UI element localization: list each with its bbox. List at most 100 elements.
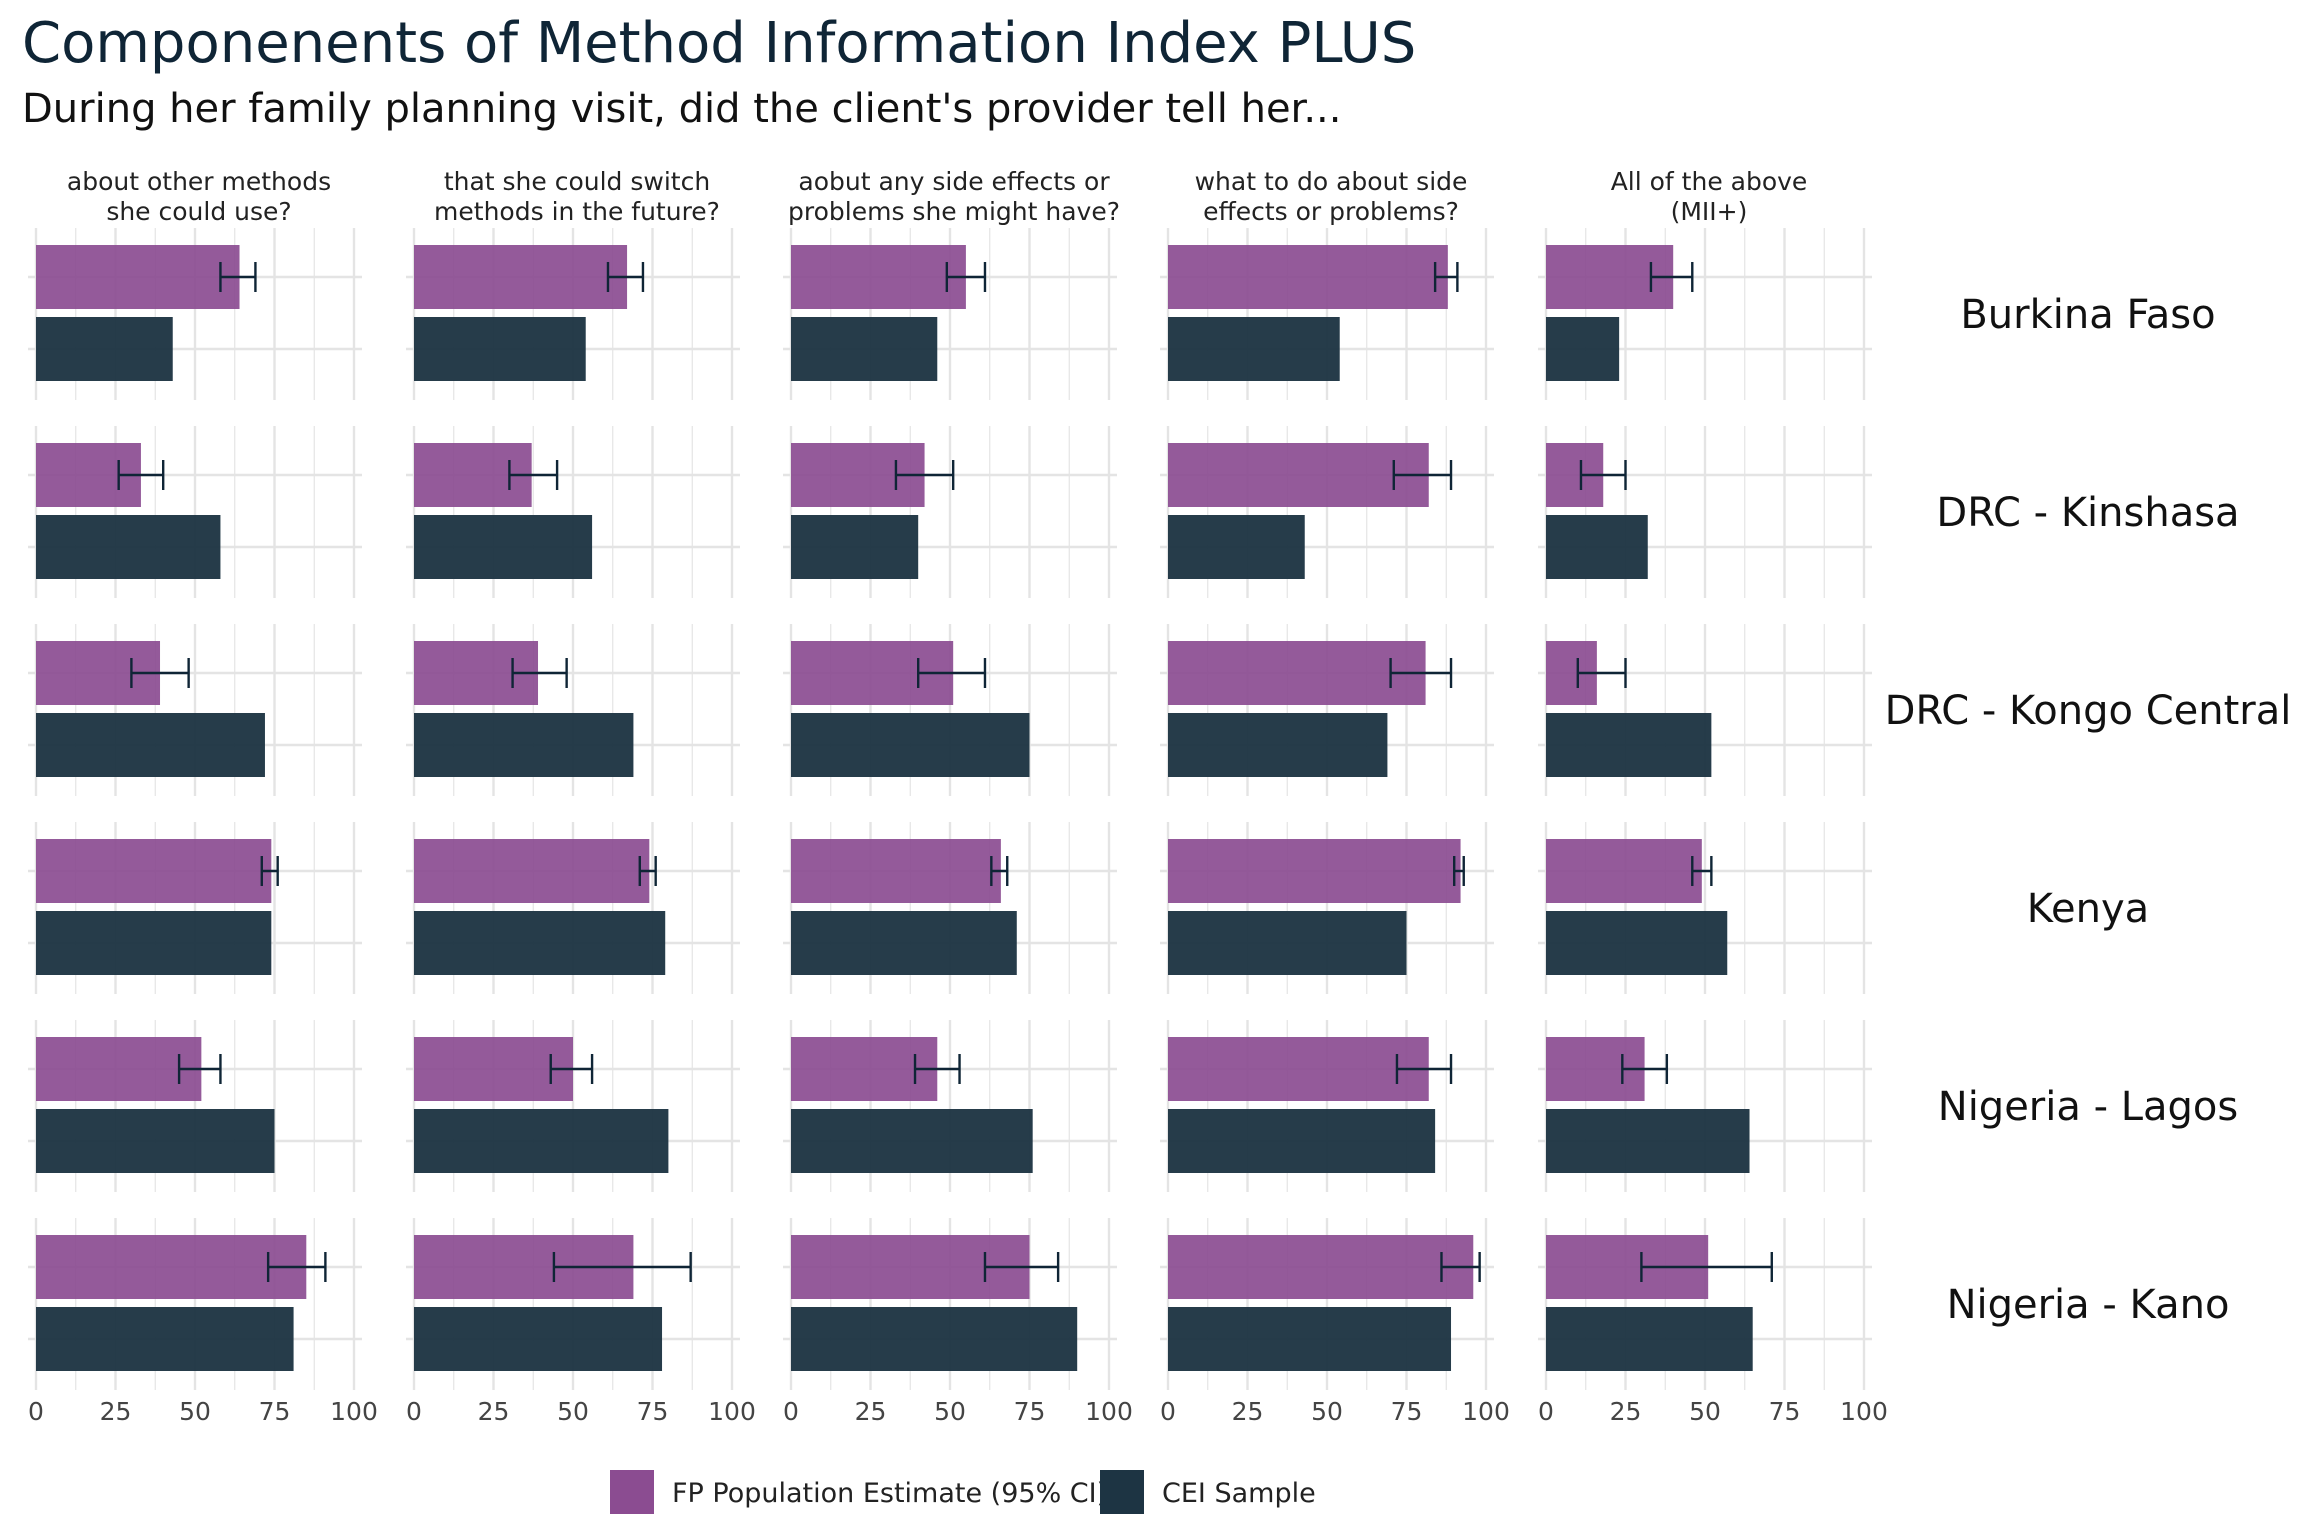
x-tick-label: 50 [934,1397,966,1426]
row-label: Burkina Faso [1960,292,2215,338]
bar-cei-sample [36,317,173,381]
error-bar [894,460,955,490]
x-tick-label: 0 [406,1397,422,1426]
row-label: DRC - Kinshasa [1936,490,2239,536]
x-tick-label: 75 [1769,1397,1801,1426]
error-bar [1452,856,1465,886]
bar-cei-sample [414,515,593,579]
column-header-3: what to do about side [1195,167,1468,196]
bar-fp-estimate [414,245,628,309]
bar-cei-sample [1168,515,1305,579]
bar-cei-sample [414,713,634,777]
bar-fp-estimate [1168,443,1429,507]
bar-cei-sample [414,317,586,381]
x-tick-label: 100 [1462,1397,1510,1426]
error-bar [511,658,568,688]
bar-fp-estimate [1168,1235,1474,1299]
error-bar [219,262,257,292]
error-bar [983,1252,1060,1282]
legend-swatch [610,1470,654,1514]
error-bar [1621,1054,1669,1084]
x-tick-label: 0 [783,1397,799,1426]
error-bar [1395,1054,1453,1084]
bar-fp-estimate [36,245,240,309]
bar-cei-sample [791,1109,1033,1173]
bar-cei-sample [36,1307,294,1371]
error-bar [552,1252,692,1282]
x-tick-label: 100 [1085,1397,1133,1426]
bar-cei-sample [1168,713,1388,777]
bar-fp-estimate [1168,839,1461,903]
column-header-2: problems she might have? [788,197,1120,226]
x-tick-label: 0 [1160,1397,1176,1426]
row-label: Nigeria - Kano [1947,1282,2230,1328]
bar-cei-sample [1168,317,1340,381]
bar-fp-estimate [791,839,1001,903]
error-bar [1640,1252,1773,1282]
error-bar [1649,262,1694,292]
column-header-2: aobut any side effects or [798,167,1110,196]
bar-cei-sample [791,317,938,381]
error-bar [945,262,987,292]
chart-subtitle: During her family planning visit, did th… [22,86,1341,132]
column-header-3: effects or problems? [1203,197,1459,226]
error-bar [117,460,165,490]
column-header-4: (MII+) [1671,197,1748,226]
row-label: Kenya [2027,886,2149,932]
error-bar [638,856,657,886]
x-tick-label: 25 [1232,1397,1264,1426]
bar-fp-estimate [1168,245,1448,309]
error-bar [177,1054,222,1084]
bar-fp-estimate [1168,1037,1429,1101]
bar-fp-estimate [414,1037,573,1101]
legend-label: FP Population Estimate (95% CI) [672,1478,1107,1509]
bar-cei-sample [36,1109,275,1173]
row-label: DRC - Kongo Central [1885,688,2292,734]
legend: FP Population Estimate (95% CI) CEI Sampl… [610,1470,1316,1514]
bar-cei-sample [1546,713,1712,777]
x-tick-label: 100 [330,1397,378,1426]
x-tick-label: 75 [1391,1397,1423,1426]
x-tick-label: 25 [855,1397,887,1426]
error-bar [1440,1252,1481,1282]
bar-fp-estimate [36,1235,307,1299]
x-tick-label: 0 [28,1397,44,1426]
error-bar [266,1252,327,1282]
bar-fp-estimate [1546,839,1702,903]
error-bar [260,856,279,886]
bar-fp-estimate [1168,641,1426,705]
bar-fp-estimate [36,1037,202,1101]
bar-cei-sample [36,713,265,777]
x-tick-label: 25 [100,1397,132,1426]
error-bar [990,856,1009,886]
error-bar [1389,658,1453,688]
error-bar [917,658,987,688]
error-bar [1433,262,1459,292]
column-header-0: she could use? [106,197,291,226]
x-tick-label: 50 [1311,1397,1343,1426]
x-tick-label: 25 [1610,1397,1642,1426]
bar-fp-estimate [414,839,650,903]
x-tick-label: 50 [179,1397,211,1426]
bar-cei-sample [791,713,1030,777]
chart-title: Componenents of Method Information Index… [22,11,1416,76]
bar-cei-sample [36,911,272,975]
bar-fp-estimate [791,245,966,309]
bar-cei-sample [1546,1307,1753,1371]
error-bar [1576,658,1627,688]
bar-cei-sample [791,1307,1078,1371]
legend-swatch [1100,1470,1144,1514]
bar-cei-sample [1168,911,1407,975]
error-bar [549,1054,594,1084]
bar-fp-estimate [791,1037,938,1101]
x-tick-label: 75 [1014,1397,1046,1426]
bar-cei-sample [36,515,221,579]
bar-cei-sample [1546,515,1648,579]
bar-cei-sample [791,911,1017,975]
error-bar [1579,460,1627,490]
bar-cei-sample [791,515,919,579]
column-header-1: methods in the future? [434,197,720,226]
error-bar [130,658,190,688]
